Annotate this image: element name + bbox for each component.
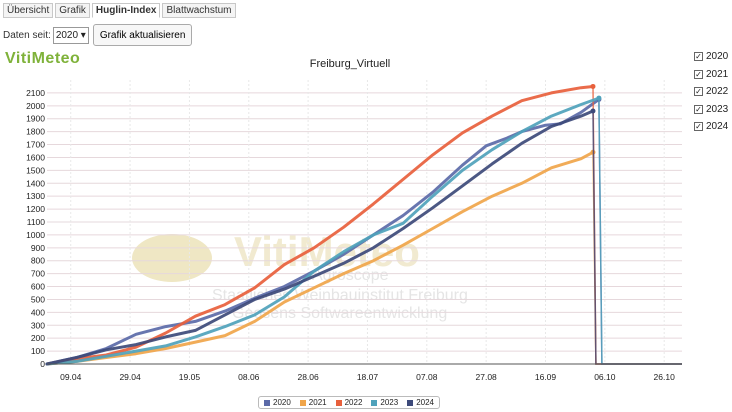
legend-label: 2021 [308, 398, 327, 407]
toggle-label: 2020 [706, 51, 729, 62]
legend-item-2023[interactable]: 2023 [371, 398, 398, 407]
y-tick-label: 1200 [26, 204, 45, 214]
y-tick-label: 1600 [26, 152, 45, 162]
series-endpoint-2024 [590, 108, 596, 114]
series-tail-2023 [598, 98, 682, 365]
series-lines [45, 83, 682, 366]
x-tick-label: 06.10 [594, 372, 616, 382]
y-tick-label: 1700 [26, 140, 45, 150]
y-tick-label: 1800 [26, 127, 45, 137]
x-tick-label: 09.04 [60, 372, 82, 382]
year-select-value: 2020 [55, 29, 79, 41]
legend-item-2022[interactable]: 2022 [335, 398, 363, 407]
legend-item-2024[interactable]: 2024 [407, 398, 434, 407]
y-tick-label: 1100 [27, 217, 46, 227]
series-line-2021 [45, 150, 595, 366]
series-tail-2022 [592, 86, 682, 365]
legend-swatch [407, 399, 414, 406]
tab-bar: Übersicht Grafik Huglin-Index Blattwachs… [3, 3, 236, 18]
y-tick-label: 1000 [26, 230, 45, 240]
toggle-2022[interactable]: ✓ 2022 [694, 83, 728, 100]
x-tick-label: 08.06 [238, 372, 260, 382]
x-tick-label: 26.10 [654, 372, 676, 382]
toggle-2020[interactable]: ✓ 2020 [694, 48, 728, 65]
y-axis-labels: 0 100 200 300 400 500 600 700 800 900 1000 1100 1200… [26, 88, 45, 369]
chart-controls: Daten seit: 2020 ▾ Grafik aktualisieren [3, 24, 193, 46]
y-tick-label: 400 [31, 307, 45, 317]
toggle-2021[interactable]: ✓ 2021 [694, 66, 728, 83]
series-line-2023 [45, 96, 601, 366]
checkbox-checked-icon[interactable]: ✓ [694, 122, 703, 131]
x-tick-label: 27.08 [476, 372, 498, 382]
tab-uebersicht[interactable]: Übersicht [3, 3, 54, 18]
legend-label: 2024 [416, 398, 434, 407]
y-tick-label: 700 [31, 269, 45, 279]
year-select[interactable]: 2020 ▾ [52, 26, 89, 44]
legend-item-2021[interactable]: 2021 [299, 398, 327, 407]
y-tick-label: 500 [31, 294, 45, 304]
y-tick-label: 1300 [26, 191, 45, 201]
legend-label: 2022 [344, 398, 363, 407]
x-tick-label: 16.09 [535, 372, 557, 382]
series-line-2024 [45, 109, 595, 366]
series-line-2022 [45, 85, 595, 366]
legend-swatch [371, 399, 378, 406]
y-tick-label: 1400 [26, 178, 45, 188]
legend-label: 2023 [380, 398, 399, 407]
tab-blattwachstum[interactable]: Blattwachstum [162, 3, 236, 18]
series-endpoint-2022 [590, 83, 596, 89]
toggle-label: 2021 [706, 68, 729, 80]
y-tick-label: 200 [31, 333, 45, 343]
y-tick-label: 600 [31, 282, 45, 292]
refresh-chart-button[interactable]: Grafik aktualisieren [92, 24, 193, 46]
x-tick-label: 19.05 [179, 372, 201, 382]
series-endpoint-2023 [596, 95, 602, 101]
y-gridlines [47, 92, 682, 365]
tab-huglin-index[interactable]: Huglin-Index [91, 3, 161, 18]
tab-grafik[interactable]: Grafik [55, 3, 90, 18]
toggle-label: 2022 [706, 86, 729, 97]
legend-label: 2020 [273, 398, 291, 407]
y-tick-label: 2100 [26, 88, 45, 98]
y-tick-label: 2000 [26, 101, 45, 111]
legend-swatch [299, 399, 306, 406]
legend-item-2020[interactable]: 2020 [264, 398, 291, 407]
y-tick-label: 1900 [26, 114, 45, 124]
toggle-label: 2024 [706, 121, 729, 132]
y-tick-label: 800 [31, 256, 45, 266]
y-tick-label: 300 [31, 320, 45, 330]
x-axis-labels: 09.04 29.04 19.05 08.06 28.06 18.07 07.08 27.08… [60, 372, 675, 382]
checkbox-checked-icon[interactable]: ✓ [694, 69, 703, 79]
chart-title: Freiburg_Virtuell [309, 58, 391, 70]
checkbox-checked-icon[interactable]: ✓ [694, 104, 703, 114]
x-tick-label: 28.06 [297, 372, 319, 382]
chart-legend: 2020 2021 2022 2023 2024 [258, 396, 440, 409]
checkbox-checked-icon[interactable]: ✓ [694, 52, 703, 61]
y-tick-label: 0 [40, 359, 45, 369]
x-tick-label: 07.08 [416, 372, 438, 382]
y-tick-label: 1500 [26, 165, 45, 175]
year-toggles: ✓ 2020 ✓ 2021 ✓ 2022 ✓ 2023 ✓ 2024 [694, 48, 728, 136]
y-tick-label: 100 [31, 346, 45, 356]
toggle-label: 2023 [706, 103, 729, 115]
since-label: Daten seit: [3, 29, 51, 41]
toggle-2023[interactable]: ✓ 2023 [694, 101, 728, 118]
checkbox-checked-icon[interactable]: ✓ [694, 87, 703, 96]
series-tail-2021 [592, 152, 682, 365]
x-tick-label: 29.04 [119, 372, 141, 382]
toggle-2024[interactable]: ✓ 2024 [694, 118, 728, 135]
x-gridlines [70, 80, 665, 364]
vitimeteo-logo: VitiMeteo [5, 50, 81, 67]
series-tail-2024 [592, 110, 682, 365]
chevron-down-icon: ▾ [80, 29, 86, 41]
y-tick-label: 900 [31, 243, 45, 253]
legend-swatch [264, 399, 270, 406]
huglin-chart: 0 100 200 300 400 500 600 700 800 900 1000 1100 1200… [26, 80, 682, 382]
legend-swatch [335, 399, 342, 406]
x-tick-label: 18.07 [357, 372, 379, 382]
series-tail-2020 [598, 99, 682, 365]
